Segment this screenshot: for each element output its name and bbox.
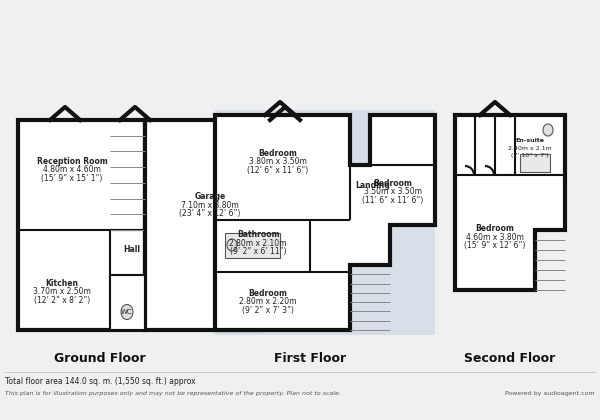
Bar: [215, 110, 435, 335]
Text: Kitchen: Kitchen: [46, 279, 79, 288]
Text: (7’ 10” x 7’): (7’ 10” x 7’): [511, 153, 549, 158]
Ellipse shape: [227, 239, 237, 251]
Text: 3.50m x 3.50m: 3.50m x 3.50m: [364, 187, 422, 197]
Text: 3.70m x 2.50m: 3.70m x 2.50m: [33, 288, 91, 297]
Polygon shape: [215, 115, 435, 330]
Text: (23’ 4” x 12’ 6”): (23’ 4” x 12’ 6”): [179, 209, 241, 218]
Text: Powered by audioagent.com: Powered by audioagent.com: [505, 391, 595, 396]
Text: (11’ 6” x 11’ 6”): (11’ 6” x 11’ 6”): [362, 196, 424, 205]
Bar: [520, 154, 550, 172]
Text: (9’ 2” x 6’ 11”): (9’ 2” x 6’ 11”): [230, 247, 286, 256]
Text: WC: WC: [121, 309, 133, 315]
Text: 4.60m x 3.80m: 4.60m x 3.80m: [466, 233, 524, 241]
Polygon shape: [455, 115, 565, 290]
Text: Second Floor: Second Floor: [464, 352, 556, 365]
Bar: [225, 233, 280, 258]
Text: Bathroom: Bathroom: [237, 230, 279, 239]
Text: 4.80m x 4.60m: 4.80m x 4.60m: [43, 165, 101, 174]
Ellipse shape: [543, 124, 553, 136]
Text: (15’ 9” x 15’ 1”): (15’ 9” x 15’ 1”): [41, 174, 103, 183]
Text: This plan is for illustration purposes only and may not be representative of the: This plan is for illustration purposes o…: [5, 391, 341, 396]
Text: Bedroom: Bedroom: [374, 178, 412, 188]
Text: Bedroom: Bedroom: [248, 289, 287, 298]
Text: (12’ 2” x 8’ 2”): (12’ 2” x 8’ 2”): [34, 296, 90, 305]
Text: 2.80m x 2.10m: 2.80m x 2.10m: [229, 239, 287, 247]
Text: Bedroom: Bedroom: [476, 224, 514, 233]
Text: 7.10m x 3.80m: 7.10m x 3.80m: [181, 200, 239, 210]
Text: (15’ 9” x 12’ 6”): (15’ 9” x 12’ 6”): [464, 241, 526, 250]
Text: 2.80m x 2.20m: 2.80m x 2.20m: [239, 297, 297, 307]
Text: Garage: Garage: [194, 192, 226, 201]
Text: First Floor: First Floor: [274, 352, 346, 365]
Text: 3.80m x 3.50m: 3.80m x 3.50m: [249, 158, 307, 166]
Text: Total floor area 144.0 sq. m. (1,550 sq. ft.) approx: Total floor area 144.0 sq. m. (1,550 sq.…: [5, 378, 196, 386]
Bar: [110, 275, 145, 330]
Polygon shape: [145, 120, 310, 330]
Text: (12’ 6” x 11’ 6”): (12’ 6” x 11’ 6”): [247, 166, 308, 175]
Text: Hall: Hall: [124, 246, 140, 255]
Text: Reception Room: Reception Room: [37, 157, 107, 166]
Text: Ground Floor: Ground Floor: [54, 352, 146, 365]
Text: Landing: Landing: [356, 181, 391, 189]
Ellipse shape: [121, 304, 133, 320]
Text: En-suite: En-suite: [515, 138, 545, 143]
Text: 2.40m x 2.1m: 2.40m x 2.1m: [508, 145, 552, 150]
Polygon shape: [18, 120, 145, 330]
Text: (9’ 2” x 7’ 3”): (9’ 2” x 7’ 3”): [242, 306, 294, 315]
Text: Bedroom: Bedroom: [259, 149, 298, 158]
